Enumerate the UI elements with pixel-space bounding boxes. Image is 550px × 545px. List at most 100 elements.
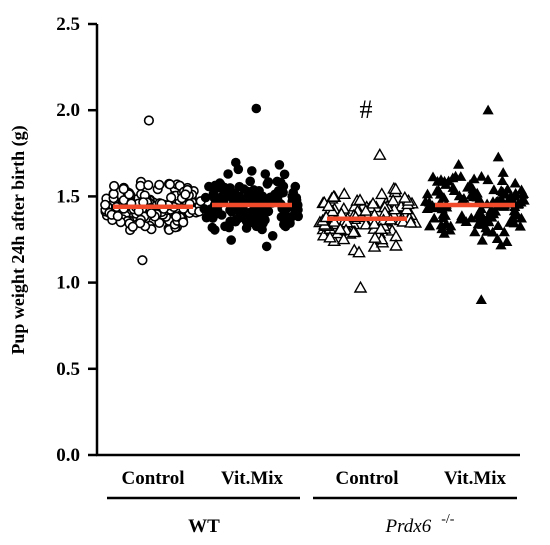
data-point — [223, 169, 233, 179]
group-label-prdx6-superscript: -/- — [441, 512, 455, 527]
y-tick-label: 2.5 — [56, 14, 80, 35]
data-point — [321, 199, 336, 212]
x-tick-label-wt-control: Control — [122, 468, 185, 489]
data-point — [492, 151, 504, 162]
data-point — [208, 205, 218, 215]
data-point — [143, 180, 154, 191]
data-point — [458, 193, 470, 203]
data-point — [240, 194, 250, 205]
data-point — [257, 191, 268, 201]
x-tick-label-ko-vitmix: Vit.Mix — [444, 468, 507, 489]
y-tick-label: 1.5 — [56, 186, 80, 207]
data-point — [249, 185, 259, 195]
data-point — [263, 177, 274, 187]
data-point — [389, 238, 403, 251]
data-point — [447, 182, 459, 192]
data-point — [279, 169, 290, 180]
data-point — [164, 179, 175, 190]
data-point — [250, 211, 261, 221]
data-point — [274, 160, 285, 170]
axes — [95, 24, 520, 457]
data-point — [435, 174, 447, 185]
data-point — [118, 183, 129, 195]
data-point — [336, 232, 351, 245]
x-tick-label-wt-vitmix: Vit.Mix — [221, 468, 284, 489]
data-point — [508, 205, 520, 216]
y-tick-label: 0.5 — [56, 359, 80, 380]
data-point — [247, 194, 258, 205]
data-point — [462, 181, 474, 192]
data-point — [288, 187, 299, 198]
group-label-prdx6-name: Prdx6 — [385, 516, 432, 537]
data-point — [504, 217, 516, 227]
data-point — [127, 221, 138, 232]
data-point — [154, 179, 165, 190]
data-point — [515, 184, 528, 195]
data-point — [225, 191, 236, 202]
data-point — [396, 214, 410, 227]
data-point — [455, 171, 467, 181]
data-point — [353, 280, 368, 293]
data-point — [146, 208, 157, 219]
data-point — [267, 231, 278, 241]
data-point — [323, 230, 337, 243]
data-point — [178, 217, 189, 228]
data-point — [427, 171, 439, 182]
y-tick-label: 1.0 — [56, 273, 80, 294]
data-point — [108, 180, 120, 192]
data-point — [372, 147, 387, 160]
data-point — [359, 217, 373, 230]
data-point — [437, 212, 449, 223]
data-point — [434, 188, 447, 199]
data-point — [346, 225, 361, 238]
data-point — [386, 193, 400, 206]
data-point — [473, 194, 486, 204]
data-point — [488, 208, 500, 219]
data-point — [498, 226, 510, 237]
data-point — [367, 216, 382, 229]
data-point — [438, 228, 450, 238]
data-point — [112, 211, 123, 222]
data-point — [200, 192, 211, 203]
data-point — [482, 104, 494, 115]
significance-annotation: # — [360, 95, 373, 124]
data-point — [137, 255, 148, 266]
data-point — [204, 181, 214, 192]
data-point — [397, 190, 412, 203]
data-point — [333, 222, 348, 235]
data-point — [171, 211, 182, 222]
data-point — [207, 222, 218, 233]
data-point — [435, 219, 447, 230]
data-point — [465, 212, 477, 223]
data-point — [440, 179, 452, 189]
data-point — [368, 230, 382, 243]
data-point — [358, 203, 373, 216]
data-point — [453, 159, 465, 169]
data-point — [482, 174, 494, 185]
data-point — [261, 241, 272, 252]
data-point — [496, 175, 508, 185]
data-point — [260, 169, 271, 179]
data-point — [495, 239, 507, 250]
data-point — [469, 226, 481, 237]
data-point — [180, 189, 191, 200]
data-point — [285, 218, 295, 228]
data-point — [388, 182, 403, 195]
group-label-prdx6: Prdx6 -/- — [385, 512, 455, 537]
data-point — [374, 222, 388, 235]
data-point — [476, 234, 488, 245]
data-point — [491, 233, 503, 243]
data-point — [455, 213, 467, 224]
data-point — [453, 190, 465, 201]
y-tick-label: 2.0 — [56, 100, 80, 121]
data-point — [199, 204, 209, 214]
data-point — [419, 196, 432, 206]
data-point — [505, 191, 517, 201]
data-point — [326, 189, 341, 202]
data-point — [475, 203, 487, 214]
data-point — [424, 220, 436, 231]
data-point — [512, 199, 524, 209]
data-point — [468, 173, 480, 184]
x-tick-label-ko-control: Control — [336, 468, 399, 489]
